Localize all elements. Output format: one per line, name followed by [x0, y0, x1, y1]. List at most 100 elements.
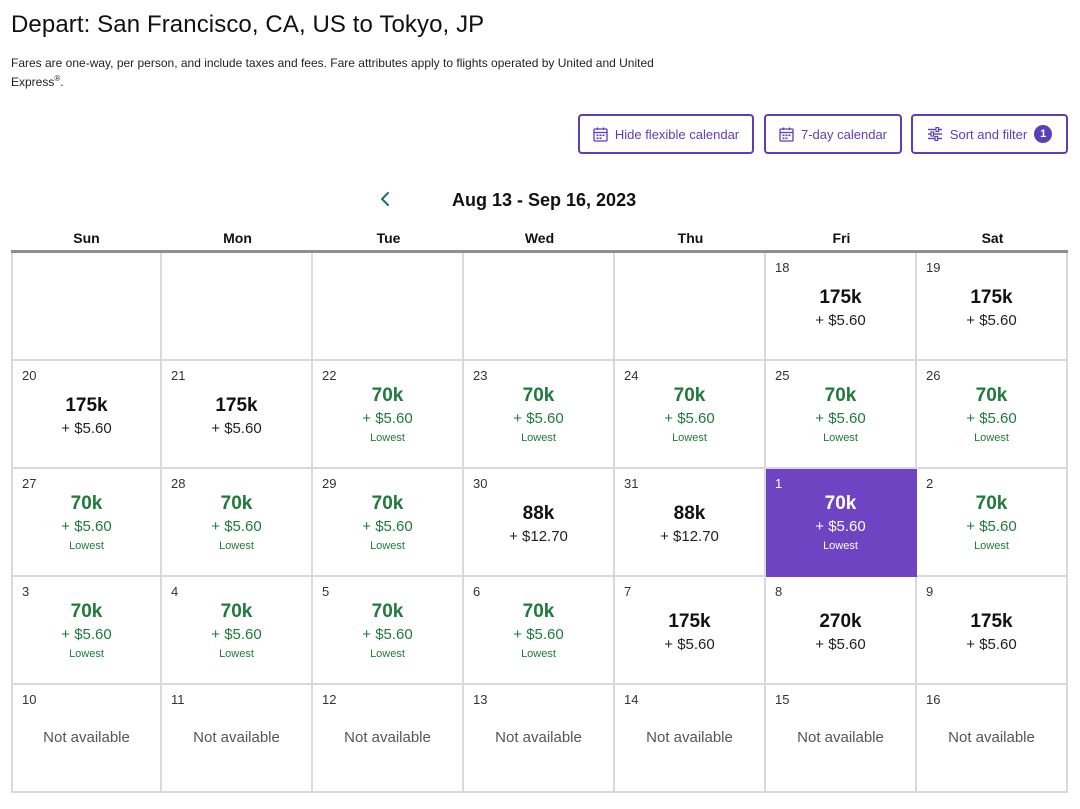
weekday-mon: Mon: [223, 230, 252, 246]
weekday-wed: Wed: [524, 230, 555, 246]
fare-day-cell[interactable]: 29 70k + $5.60 Lowest: [313, 469, 464, 577]
miles-price: 175k: [819, 287, 862, 308]
unavailable-day-cell: 10 Not available: [11, 685, 162, 793]
miles-price: 70k: [371, 385, 404, 406]
miles-price: 70k: [522, 385, 555, 406]
lowest-fare-tag: Lowest: [69, 648, 104, 660]
day-number: 28: [171, 476, 186, 491]
lowest-fare-tag: Lowest: [370, 648, 405, 660]
taxes-fees: + $5.60: [211, 518, 262, 535]
hide-flexible-calendar-button[interactable]: Hide flexible calendar: [578, 114, 754, 154]
lowest-fare-tag: Lowest: [823, 540, 858, 552]
sort-and-filter-button[interactable]: Sort and filter 1: [911, 114, 1068, 154]
day-number: 4: [171, 584, 179, 599]
miles-price: 70k: [70, 601, 103, 622]
availability-status: Not available: [797, 729, 884, 746]
fare-day-cell[interactable]: 26 70k + $5.60 Lowest: [917, 361, 1068, 469]
unavailable-day-cell: 15 Not available: [766, 685, 917, 793]
fare-day-cell[interactable]: 3 70k + $5.60 Lowest: [11, 577, 162, 685]
unavailable-day-cell: 11 Not available: [162, 685, 313, 793]
miles-price: 70k: [824, 493, 857, 514]
day-number: 19: [926, 260, 941, 275]
taxes-fees: + $5.60: [815, 518, 866, 535]
selected-day-cell[interactable]: 1 70k + $5.60 Lowest: [766, 469, 917, 577]
miles-price: 70k: [975, 493, 1008, 514]
sort-and-filter-label: Sort and filter: [949, 126, 1028, 142]
fare-disclaimer-text: Fares are one-way, per person, and inclu…: [11, 56, 654, 89]
header-divider: [11, 250, 1068, 253]
fare-day-cell[interactable]: 21 175k + $5.60: [162, 361, 313, 469]
unavailable-day-cell: 13 Not available: [464, 685, 615, 793]
day-number: 5: [322, 584, 330, 599]
miles-price: 88k: [522, 503, 555, 524]
fare-day-cell[interactable]: 5 70k + $5.60 Lowest: [313, 577, 464, 685]
miles-price: 175k: [215, 395, 258, 416]
sliders-icon: [927, 127, 943, 141]
fare-day-cell[interactable]: 19 175k + $5.60: [917, 253, 1068, 361]
fare-day-cell[interactable]: 8 270k + $5.60: [766, 577, 917, 685]
fare-day-cell[interactable]: 31 88k + $12.70: [615, 469, 766, 577]
fare-day-cell[interactable]: 27 70k + $5.60 Lowest: [11, 469, 162, 577]
lowest-fare-tag: Lowest: [974, 540, 1009, 552]
availability-status: Not available: [43, 729, 130, 746]
day-number: 3: [22, 584, 30, 599]
registered-mark: ®: [54, 74, 61, 83]
date-range-title: Aug 13 - Sep 16, 2023: [452, 190, 637, 210]
fare-disclaimer-end: .: [60, 75, 64, 89]
filter-count-badge: 1: [1034, 125, 1053, 143]
miles-price: 175k: [668, 611, 711, 632]
taxes-fees: + $5.60: [513, 410, 564, 427]
fare-day-cell[interactable]: 24 70k + $5.60 Lowest: [615, 361, 766, 469]
lowest-fare-tag: Lowest: [672, 432, 707, 444]
chevron-left-icon: [379, 191, 391, 212]
day-number: 6: [473, 584, 481, 599]
fare-day-cell[interactable]: 22 70k + $5.60 Lowest: [313, 361, 464, 469]
lowest-fare-tag: Lowest: [219, 540, 254, 552]
fare-day-cell[interactable]: 4 70k + $5.60 Lowest: [162, 577, 313, 685]
taxes-fees: + $5.60: [664, 410, 715, 427]
empty-day-cell: [162, 253, 313, 361]
taxes-fees: + $12.70: [509, 528, 568, 545]
miles-price: 70k: [220, 601, 253, 622]
fare-day-cell[interactable]: 20 175k + $5.60: [11, 361, 162, 469]
fare-day-cell[interactable]: 9 175k + $5.60: [917, 577, 1068, 685]
taxes-fees: + $5.60: [61, 626, 112, 643]
day-number: 12: [322, 692, 337, 707]
miles-price: 70k: [824, 385, 857, 406]
taxes-fees: + $5.60: [362, 518, 413, 535]
fare-day-cell[interactable]: 25 70k + $5.60 Lowest: [766, 361, 917, 469]
fare-disclaimer: Fares are one-way, per person, and inclu…: [11, 56, 701, 90]
lowest-fare-tag: Lowest: [521, 648, 556, 660]
calendar-icon: [779, 127, 794, 142]
miles-price: 70k: [673, 385, 706, 406]
fare-day-cell[interactable]: 28 70k + $5.60 Lowest: [162, 469, 313, 577]
fare-day-cell[interactable]: 18 175k + $5.60: [766, 253, 917, 361]
day-number: 18: [775, 260, 790, 275]
day-number: 11: [171, 692, 185, 707]
taxes-fees: + $5.60: [664, 636, 715, 653]
availability-status: Not available: [193, 729, 280, 746]
taxes-fees: + $5.60: [966, 636, 1017, 653]
taxes-fees: + $5.60: [966, 410, 1017, 427]
taxes-fees: + $5.60: [61, 420, 112, 437]
fare-day-cell[interactable]: 30 88k + $12.70: [464, 469, 615, 577]
taxes-fees: + $5.60: [362, 626, 413, 643]
taxes-fees: + $5.60: [513, 626, 564, 643]
miles-price: 70k: [975, 385, 1008, 406]
seven-day-calendar-button[interactable]: 7-day calendar: [764, 114, 902, 154]
miles-price: 88k: [673, 503, 706, 524]
fare-day-cell[interactable]: 7 175k + $5.60: [615, 577, 766, 685]
fare-day-cell[interactable]: 6 70k + $5.60 Lowest: [464, 577, 615, 685]
miles-price: 70k: [371, 493, 404, 514]
previous-range-button[interactable]: [374, 188, 396, 214]
miles-price: 270k: [819, 611, 862, 632]
day-number: 14: [624, 692, 639, 707]
fare-day-cell[interactable]: 23 70k + $5.60 Lowest: [464, 361, 615, 469]
empty-day-cell: [11, 253, 162, 361]
day-number: 23: [473, 368, 488, 383]
taxes-fees: + $5.60: [211, 420, 262, 437]
fare-day-cell[interactable]: 2 70k + $5.60 Lowest: [917, 469, 1068, 577]
day-number: 15: [775, 692, 790, 707]
taxes-fees: + $5.60: [966, 312, 1017, 329]
availability-status: Not available: [344, 729, 431, 746]
